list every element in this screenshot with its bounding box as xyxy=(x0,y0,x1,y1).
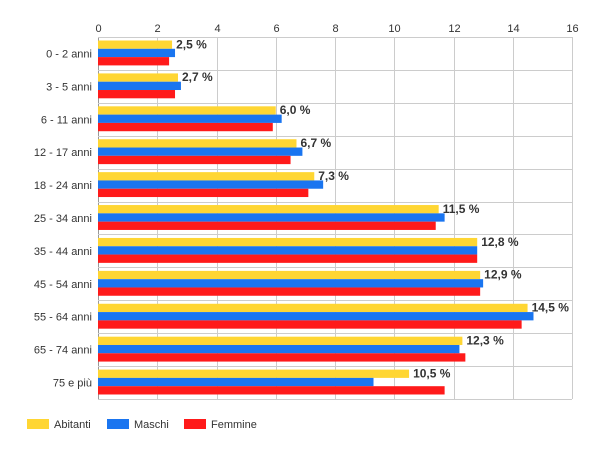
bar-femmine-2 xyxy=(98,122,273,132)
x-tick-label-16: 16 xyxy=(566,23,578,35)
bar-femmine-3 xyxy=(98,155,291,165)
category-label-5: 25 - 34 anni xyxy=(34,213,92,225)
bar-femmine-10 xyxy=(98,386,445,395)
legend-label-femmine: Femmine xyxy=(211,419,257,431)
bar-maschi-4 xyxy=(98,180,324,189)
grid-lines xyxy=(98,37,573,400)
x-tick-label-10: 10 xyxy=(388,23,400,35)
category-label-3: 12 - 17 anni xyxy=(34,147,92,159)
bar-femmine-7 xyxy=(98,287,481,296)
data-labels: 2,5 % 2,7 % 6,0 % 6,7 % 7,3 % 11,5 % 12,8 % 12,… xyxy=(176,37,569,380)
bar-maschi-7 xyxy=(98,279,484,288)
x-tick-label-6: 6 xyxy=(273,23,279,35)
bar-abitanti-10 xyxy=(98,369,410,378)
bar-maschi-1 xyxy=(98,81,181,91)
legend-swatch-abitanti xyxy=(27,419,49,429)
x-axis-ticks: 0 2 4 6 8 10 12 14 16 xyxy=(95,23,578,35)
bar-maschi-5 xyxy=(98,213,445,222)
category-label-1: 3 - 5 anni xyxy=(46,81,92,93)
bar-maschi-3 xyxy=(98,147,303,156)
category-label-4: 18 - 24 anni xyxy=(34,180,92,192)
bar-maschi-10 xyxy=(98,377,374,387)
data-label-9: 12,3 % xyxy=(466,333,504,347)
bar-abitanti-8 xyxy=(98,303,528,313)
legend: Abitanti Maschi Femmine xyxy=(27,419,257,431)
bar-maschi-2 xyxy=(98,114,282,123)
bar-abitanti-4 xyxy=(98,172,315,181)
bar-femmine-5 xyxy=(98,221,436,230)
bar-femmine-6 xyxy=(98,254,478,263)
data-label-0: 2,5 % xyxy=(176,37,207,51)
bar-abitanti-0 xyxy=(98,40,173,49)
legend-swatch-femmine xyxy=(184,419,206,429)
legend-label-abitanti: Abitanti xyxy=(54,419,91,431)
bar-abitanti-7 xyxy=(98,270,481,280)
bar-maschi-0 xyxy=(98,48,176,58)
x-tick-label-8: 8 xyxy=(332,23,338,35)
legend-swatch-maschi xyxy=(107,419,129,429)
bar-maschi-9 xyxy=(98,344,460,354)
category-label-9: 65 - 74 anni xyxy=(34,345,92,357)
data-label-7: 12,9 % xyxy=(484,268,522,282)
data-label-1: 2,7 % xyxy=(182,70,213,84)
x-tick-label-0: 0 xyxy=(95,23,101,35)
bar-maschi-6 xyxy=(98,246,478,255)
bar-abitanti-5 xyxy=(98,205,439,214)
x-tick-label-14: 14 xyxy=(507,23,519,35)
data-label-3: 6,7 % xyxy=(300,136,331,150)
x-tick-label-2: 2 xyxy=(154,23,160,35)
bar-abitanti-3 xyxy=(98,139,297,148)
bar-maschi-8 xyxy=(98,312,534,321)
x-tick-label-12: 12 xyxy=(448,23,460,35)
bar-abitanti-9 xyxy=(98,336,463,345)
bar-femmine-8 xyxy=(98,320,522,329)
category-label-7: 45 - 54 anni xyxy=(34,279,92,291)
data-label-10: 10,5 % xyxy=(413,366,451,380)
bars xyxy=(98,40,534,395)
legend-label-maschi: Maschi xyxy=(134,419,169,431)
data-label-8: 14,5 % xyxy=(532,301,570,315)
category-label-8: 55 - 64 anni xyxy=(34,312,92,324)
bar-abitanti-1 xyxy=(98,73,178,82)
data-label-2: 6,0 % xyxy=(280,103,311,117)
x-tick-label-4: 4 xyxy=(214,23,220,35)
bar-abitanti-6 xyxy=(98,237,478,247)
category-label-10: 75 e più xyxy=(53,378,92,390)
data-label-4: 7,3 % xyxy=(318,169,349,183)
bar-abitanti-2 xyxy=(98,106,276,115)
data-label-6: 12,8 % xyxy=(481,235,519,249)
bar-femmine-0 xyxy=(98,57,170,66)
bar-femmine-1 xyxy=(98,90,176,99)
category-label-6: 35 - 44 anni xyxy=(34,246,92,258)
bar-femmine-4 xyxy=(98,188,309,198)
data-label-5: 11,5 % xyxy=(443,202,480,216)
category-label-0: 0 - 2 anni xyxy=(46,48,92,60)
category-labels: 0 - 2 anni 3 - 5 anni 6 - 11 anni 12 - 17 a… xyxy=(34,48,92,389)
category-label-2: 6 - 11 anni xyxy=(41,114,92,126)
bar-femmine-9 xyxy=(98,353,466,362)
